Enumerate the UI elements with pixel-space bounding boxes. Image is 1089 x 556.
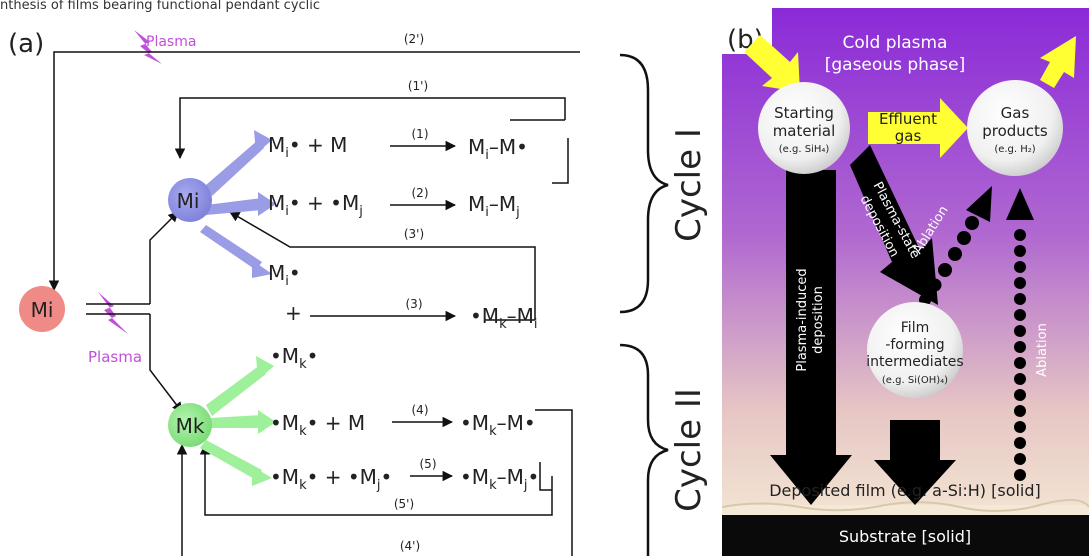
path-3prime [229,211,536,320]
bracket-5 [539,462,552,491]
path-2prime [48,51,580,292]
brace-cycle-2 [619,343,669,556]
gas-products-line1: Gas [1001,104,1030,122]
svg-text:+: + [285,301,302,325]
svg-text:•Mk• + •Mj•: •Mk• + •Mj• [270,465,392,493]
plasma-label-top: Plasma [146,34,196,50]
node-k-label: Mk [176,414,205,438]
cold-plasma-phase: [gaseous phase] [825,55,966,75]
label-2: (2) [412,186,429,200]
inflow-arrow [744,35,800,92]
node-i-label: Mi [177,189,200,213]
substrate-label: Substrate [solid] [839,527,971,546]
gas-products-eg: (e.g. H₂) [994,144,1035,155]
cold-plasma-title: Cold plasma [843,33,948,53]
arrow-to-mi [149,211,179,304]
label-4prime: (4') [400,539,420,553]
species: Mi• + M Mi–M• Mi• + •Mj Mi–Mj Mi• + •Mk–… [268,133,539,493]
label-2prime: (2') [404,32,424,46]
plasma-induced-line1: Plasma-induced [795,268,810,371]
film-forming-sphere [867,302,963,398]
gas-products-sphere [967,80,1063,176]
label-1prime: (1') [408,79,428,93]
svg-text:Mi• + M: Mi• + M [268,133,347,161]
ablation-right-label: Ablation [1035,323,1050,377]
mi-spikes [200,130,276,278]
panel-b: (b) Cold plasma [gaseous phase] [720,0,1089,556]
film-to-substrate-arrow [874,420,956,505]
outflow-arrow [1040,36,1076,88]
film-forming-eg: (e.g. Si(OH)₄) [882,375,948,386]
arrow-to-mk [149,314,183,413]
node-k [168,403,212,447]
label-3prime: (3') [404,227,424,241]
plasma-bolt-bottom [98,292,128,334]
svg-text:•Mk• + M: •Mk• + M [270,411,365,439]
effluent-line2: gas [895,127,922,145]
panel-a-label: (a) [8,29,44,59]
node-i [168,178,212,222]
label-4: (4) [412,403,429,417]
plasma-induced-arrow [770,170,852,505]
effluent-line1: Effluent [879,110,937,128]
svg-text:•Mk–M•: •Mk–M• [460,411,536,439]
ablation-dots-left [919,186,992,306]
substrate-bar [722,515,1089,556]
cycle-2-label: Cycle II [669,388,709,512]
gas-products-line2: products [982,122,1048,140]
film-forming-line3: intermediates [866,354,963,370]
svg-text:Mi•: Mi• [268,261,301,289]
starting-material-line2: material [773,122,836,140]
starting-material-line1: Starting [774,104,834,122]
label-5prime: (5') [394,497,414,511]
plasma-induced-line2: deposition [811,286,826,354]
starting-material-eg: (e.g. SiH₄) [779,144,830,155]
bracket-2 [552,138,569,184]
deposited-film-label: Deposited film (e.g. a-Si:H) [solid] [769,481,1041,500]
svg-text:Mi–M•: Mi–M• [468,135,528,163]
plasma-label-bottom: Plasma [88,348,142,366]
svg-text:•Mk•: •Mk• [270,344,318,372]
cycle-1-label: Cycle I [669,128,709,242]
svg-text:Mi–Mj: Mi–Mj [468,192,520,220]
path-5prime [199,443,553,516]
label-1: (1) [412,127,429,141]
plasma-state-arrow [850,145,938,305]
label-3: (3) [406,297,423,311]
ablation-dots-right [1006,188,1034,481]
svg-text:•Mk–Mi: •Mk–Mi [470,304,537,332]
starting-material-sphere [758,82,850,174]
label-5: (5) [420,457,437,471]
path-1prime [174,97,566,160]
panel-a: (a) Plasma Plasma [8,29,709,556]
film-forming-line1: Film [901,320,929,336]
svg-text:Mi• + •Mj: Mi• + •Mj [268,191,363,219]
plasma-bolt-top [134,30,162,64]
start-node-label: Mi [31,298,54,322]
header-fragment: nthesis of films bearing functional pend… [0,0,320,13]
start-node [19,286,65,332]
effluent-arrow [868,98,968,158]
mk-spikes [200,356,276,486]
bracket-4 [535,409,573,556]
brace-cycle-1 [619,53,669,314]
svg-text:•Mk–Mj•: •Mk–Mj• [460,465,539,493]
film-forming-line2: -forming [885,337,944,353]
